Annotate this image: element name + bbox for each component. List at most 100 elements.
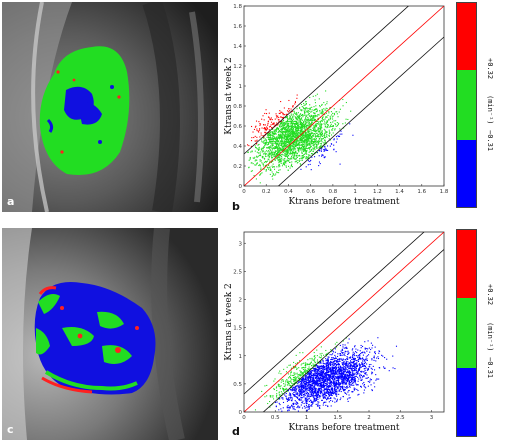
scatter-point <box>296 97 298 99</box>
scatter-point <box>331 395 333 397</box>
scatter-point <box>278 169 280 171</box>
scatter-point <box>261 155 263 158</box>
scatter-point <box>285 131 287 133</box>
scatter-point <box>330 371 332 373</box>
scatter-point <box>258 121 260 123</box>
scatter-point <box>270 145 272 147</box>
scatter-point <box>284 143 287 145</box>
scatter-point <box>305 138 307 140</box>
scatter-point <box>303 122 305 124</box>
scatter-point <box>270 138 272 141</box>
scatter-point <box>265 142 267 144</box>
scatter-point <box>343 382 345 384</box>
scatter-point <box>269 154 271 156</box>
scatter-point <box>320 145 322 147</box>
scatter-point <box>286 378 288 381</box>
scatter-point <box>356 384 358 386</box>
scatter-point <box>301 142 303 144</box>
scatter-point <box>325 380 327 382</box>
scatter-point <box>335 141 337 143</box>
scatter-point <box>305 115 307 117</box>
scatter-point <box>352 355 354 357</box>
scatter-point <box>265 169 267 171</box>
scatter-point <box>278 394 280 396</box>
scatter-point <box>302 131 304 133</box>
scatter-point <box>295 120 297 122</box>
scatter-point <box>299 148 301 150</box>
scatter-point <box>355 364 357 366</box>
scatter-point <box>282 126 285 128</box>
scatter-point <box>354 372 356 374</box>
scatter-point <box>309 142 312 144</box>
scatter-point <box>320 120 322 122</box>
scatter-point <box>348 380 350 382</box>
scatter-point <box>292 405 294 407</box>
scatter-point <box>332 364 334 366</box>
scatter-point <box>267 123 269 125</box>
scatter-point <box>331 381 333 384</box>
scatter-point <box>330 391 332 393</box>
scatter-point <box>284 161 286 163</box>
scatter-point <box>350 383 352 385</box>
scatter-point <box>292 118 295 120</box>
scatter-point <box>278 172 280 174</box>
scatter-point <box>294 394 296 396</box>
scatter-point <box>259 159 261 161</box>
scatter-point <box>306 136 308 138</box>
scatter-point <box>327 352 329 354</box>
scatter-point <box>267 124 269 126</box>
scatter-point <box>264 385 266 387</box>
scatter-point <box>311 156 313 158</box>
scatter-point <box>296 133 298 135</box>
scatter-point <box>272 173 275 175</box>
scatter-point <box>297 149 299 151</box>
scatter-point <box>293 149 295 151</box>
scatter-point <box>302 385 304 387</box>
scatter-point <box>322 371 324 373</box>
scatter-point <box>347 379 349 381</box>
scatter-point <box>340 366 342 368</box>
scatter-point <box>303 381 305 383</box>
scatter-point <box>268 112 270 114</box>
scatter-point <box>322 119 324 121</box>
scatter-point <box>256 139 258 141</box>
scatter-point <box>300 121 302 123</box>
scatter-point <box>365 347 367 350</box>
scatter-point <box>316 396 318 399</box>
scatter-point <box>311 374 314 376</box>
scatter-point <box>290 108 292 110</box>
scatter-point <box>360 370 362 373</box>
scatter-point <box>297 159 299 161</box>
scatter-point <box>349 363 351 365</box>
scatter-point <box>292 105 294 107</box>
scatter-point <box>294 140 296 143</box>
scatter-point <box>278 384 280 386</box>
scatter-point <box>324 146 326 148</box>
scatter-point <box>353 357 355 359</box>
scatter-point <box>271 157 273 159</box>
scatter-point <box>318 369 320 371</box>
scatter-point <box>297 126 299 129</box>
scatter-point <box>300 131 302 133</box>
scatter-point <box>327 364 330 366</box>
scatter-point <box>328 401 330 403</box>
scatter-point <box>298 390 300 392</box>
scatter-point <box>292 394 295 396</box>
scatter-point <box>295 127 297 129</box>
scatter-point <box>351 379 354 381</box>
scatter-point <box>272 136 274 138</box>
scatter-point <box>281 144 283 146</box>
scatter-point <box>291 121 293 123</box>
scatter-point <box>309 135 312 137</box>
scatter-point <box>329 368 331 370</box>
scatter-point <box>280 159 282 161</box>
scatter-point <box>307 134 309 136</box>
scatter-point <box>319 121 321 123</box>
scatter-point <box>323 141 325 144</box>
scatter-point <box>336 381 338 383</box>
scatter-point <box>323 128 325 130</box>
scatter-point <box>326 360 329 362</box>
scatter-point <box>341 381 343 383</box>
scatter-point <box>286 133 288 135</box>
scatter-point <box>349 397 351 399</box>
